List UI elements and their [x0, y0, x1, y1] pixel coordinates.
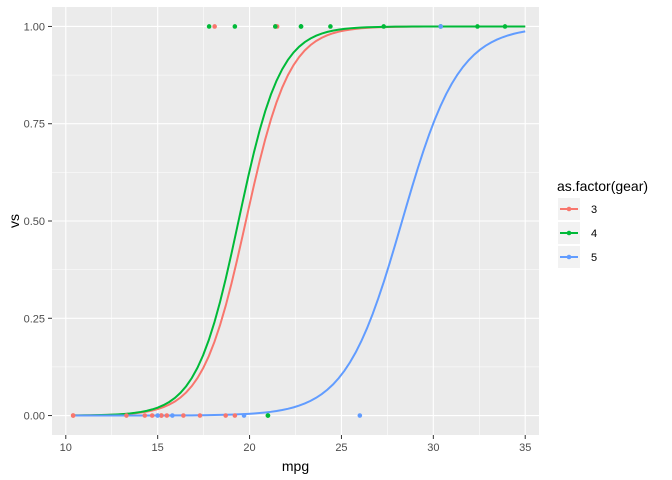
data-point-gear-3	[149, 413, 155, 418]
data-point-gear-4	[502, 24, 508, 29]
legend-label: 5	[591, 252, 597, 264]
data-point-gear-4	[265, 413, 271, 418]
y-tick-label: 0.75	[24, 119, 45, 131]
data-point-gear-3	[181, 413, 186, 418]
legend-title: as.factor(gear)	[557, 178, 648, 194]
x-tick-label: 30	[427, 442, 439, 454]
x-tick-label: 35	[519, 442, 531, 454]
legend-label: 4	[591, 228, 597, 240]
data-point-gear-4	[232, 24, 238, 29]
x-tick-label: 20	[243, 442, 255, 454]
data-point-gear-3	[70, 413, 76, 418]
legend-key-3: 3	[558, 198, 597, 220]
y-tick-label: 0.25	[24, 313, 45, 325]
x-tick-label: 10	[60, 442, 72, 454]
y-axis-title: vs	[6, 214, 22, 228]
legend-label: 3	[591, 204, 597, 216]
data-point-gear-5	[357, 413, 363, 418]
data-point-gear-4	[272, 24, 278, 29]
data-point-gear-3	[232, 413, 238, 418]
data-point-gear-3	[159, 413, 164, 418]
fit-line-gear-5	[73, 30, 526, 417]
data-point-gear-5	[155, 413, 160, 418]
x-tick-label: 15	[152, 442, 164, 454]
x-axis-title: mpg	[282, 458, 309, 474]
x-tick-label: 25	[335, 442, 347, 454]
data-point-gear-3	[223, 413, 228, 418]
data-point-gear-3	[142, 413, 148, 418]
legend-key-point	[566, 230, 572, 236]
data-point-gear-3	[124, 413, 129, 418]
y-axis: 0.00 0.25 0.50 0.75 1.00	[24, 21, 52, 423]
legend-key-point	[566, 254, 572, 260]
data-points	[70, 24, 508, 418]
x-axis: 10 15 20 25 30 35	[60, 435, 531, 454]
data-point-gear-3	[212, 24, 217, 29]
fit-curves	[73, 25, 526, 417]
legend-key-point	[566, 206, 572, 212]
data-point-gear-4	[381, 24, 387, 29]
legend: as.factor(gear) 3 4 5	[557, 178, 648, 268]
y-tick-label: 0.00	[24, 411, 45, 423]
data-point-gear-4	[206, 24, 212, 29]
data-point-gear-4	[298, 24, 304, 29]
fit-line-gear-4	[73, 25, 526, 417]
legend-key-5: 5	[558, 246, 597, 268]
data-point-gear-5	[438, 24, 443, 29]
data-point-gear-5	[170, 413, 175, 418]
y-tick-label: 0.50	[24, 216, 45, 228]
legend-key-4: 4	[558, 222, 597, 244]
legend-keys: 3 4 5	[558, 198, 597, 268]
y-tick-label: 1.00	[24, 21, 45, 33]
data-point-gear-4	[475, 24, 480, 29]
data-point-gear-4	[328, 24, 333, 29]
data-point-gear-3	[197, 413, 203, 418]
data-point-gear-3	[164, 413, 170, 418]
data-point-gear-5	[241, 413, 247, 418]
